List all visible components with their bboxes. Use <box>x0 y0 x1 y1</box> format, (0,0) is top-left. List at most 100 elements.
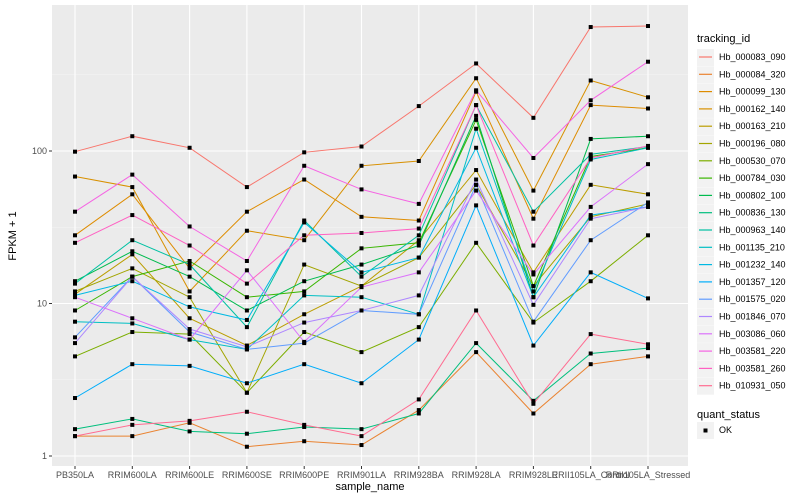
legend-label: Hb_000084_320 <box>719 69 786 79</box>
data-point <box>416 158 421 163</box>
data-point <box>187 289 192 294</box>
data-point <box>416 255 421 260</box>
data-point <box>588 98 593 103</box>
legend-item: Hb_003581_220 <box>697 343 786 361</box>
data-point <box>646 143 650 148</box>
data-point <box>416 233 421 238</box>
data-point <box>531 302 536 307</box>
legend-item: Hb_000963_140 <box>697 222 786 239</box>
data-point <box>474 240 479 245</box>
data-point <box>130 252 135 257</box>
data-point <box>416 201 421 206</box>
data-point <box>646 192 650 197</box>
legend-label: Hb_001575_020 <box>719 294 786 304</box>
legend-label: Hb_000196_080 <box>719 139 786 149</box>
data-point <box>244 317 249 322</box>
data-point <box>244 228 249 233</box>
x-tick-label: RRIM600LE <box>165 470 214 480</box>
data-point <box>646 24 650 29</box>
data-point <box>416 293 421 298</box>
legend-label: Hb_001846_070 <box>719 312 786 322</box>
legend-label: Hb_000802_100 <box>719 190 786 200</box>
data-point <box>646 200 650 205</box>
data-point <box>474 350 479 355</box>
data-point <box>531 401 536 406</box>
data-point <box>359 443 364 448</box>
legend-label: Hb_000963_140 <box>719 225 786 235</box>
data-point <box>73 319 77 324</box>
data-point <box>302 320 307 325</box>
x-tick-label: RRIM600SE <box>222 470 272 480</box>
data-point <box>474 168 479 173</box>
legend-label: Hb_003581_260 <box>719 363 786 373</box>
legend-item: Hb_000083_090 <box>697 49 786 66</box>
data-point <box>646 162 650 167</box>
data-point <box>187 258 192 263</box>
data-point <box>244 325 249 330</box>
data-point <box>130 279 135 284</box>
data-point <box>531 398 536 403</box>
data-point <box>416 240 421 245</box>
data-point <box>244 268 249 273</box>
legend-label: Hb_001135_210 <box>719 242 785 252</box>
data-point <box>646 95 650 100</box>
legend-item: Hb_010931_050 <box>697 377 786 395</box>
data-point <box>302 293 307 298</box>
data-point <box>416 312 421 317</box>
legend-item: Hb_000802_100 <box>697 187 786 205</box>
legend-label: Hb_003581_220 <box>719 346 786 356</box>
data-point <box>474 113 479 118</box>
data-point <box>187 304 192 309</box>
data-point <box>588 103 593 108</box>
data-point <box>302 439 307 444</box>
data-point <box>302 238 307 243</box>
data-point <box>130 362 135 367</box>
data-point <box>588 332 593 337</box>
data-point <box>130 249 135 254</box>
data-point <box>531 155 536 160</box>
data-point <box>416 411 421 416</box>
data-point <box>474 117 479 122</box>
legend-label: Hb_000163_210 <box>719 121 786 131</box>
data-point <box>416 337 421 342</box>
data-point <box>73 240 77 245</box>
data-point <box>130 416 135 421</box>
data-point <box>416 408 421 413</box>
data-point <box>474 177 479 182</box>
data-point <box>646 233 650 238</box>
legend-item: Hb_000196_080 <box>697 135 786 153</box>
data-point <box>244 258 249 263</box>
data-point <box>302 150 307 155</box>
data-point <box>187 274 192 279</box>
data-point <box>73 354 77 359</box>
legend-item: Hb_000530_070 <box>697 152 786 170</box>
data-point <box>130 274 135 279</box>
legend-item: Hb_000163_210 <box>697 118 786 136</box>
data-point <box>73 289 77 294</box>
data-point <box>244 281 249 286</box>
data-point <box>73 149 77 154</box>
data-point <box>646 204 650 209</box>
data-point <box>187 363 192 368</box>
data-point <box>359 350 364 355</box>
legend-item: Hb_000084_320 <box>697 66 786 84</box>
data-point <box>302 312 307 317</box>
data-point <box>531 270 536 275</box>
data-point <box>359 434 364 439</box>
legend-label: Hb_001357_120 <box>719 277 786 287</box>
data-point <box>646 346 650 351</box>
x-tick-label: RRIM600LA <box>108 470 157 480</box>
data-point <box>302 220 307 225</box>
legend-item: Hb_001135_210 <box>697 239 785 257</box>
data-point <box>130 192 135 197</box>
legend-item: Hb_001357_120 <box>697 273 786 291</box>
data-point <box>73 209 77 214</box>
data-point <box>73 174 77 179</box>
data-point <box>359 270 364 275</box>
data-point <box>302 163 307 168</box>
x-tick-label: RRIM928BA <box>394 470 444 480</box>
legend-label: Hb_000784_030 <box>719 173 786 183</box>
y-tick-label: 10 <box>37 299 47 309</box>
data-point <box>646 342 650 347</box>
data-point <box>130 321 135 326</box>
